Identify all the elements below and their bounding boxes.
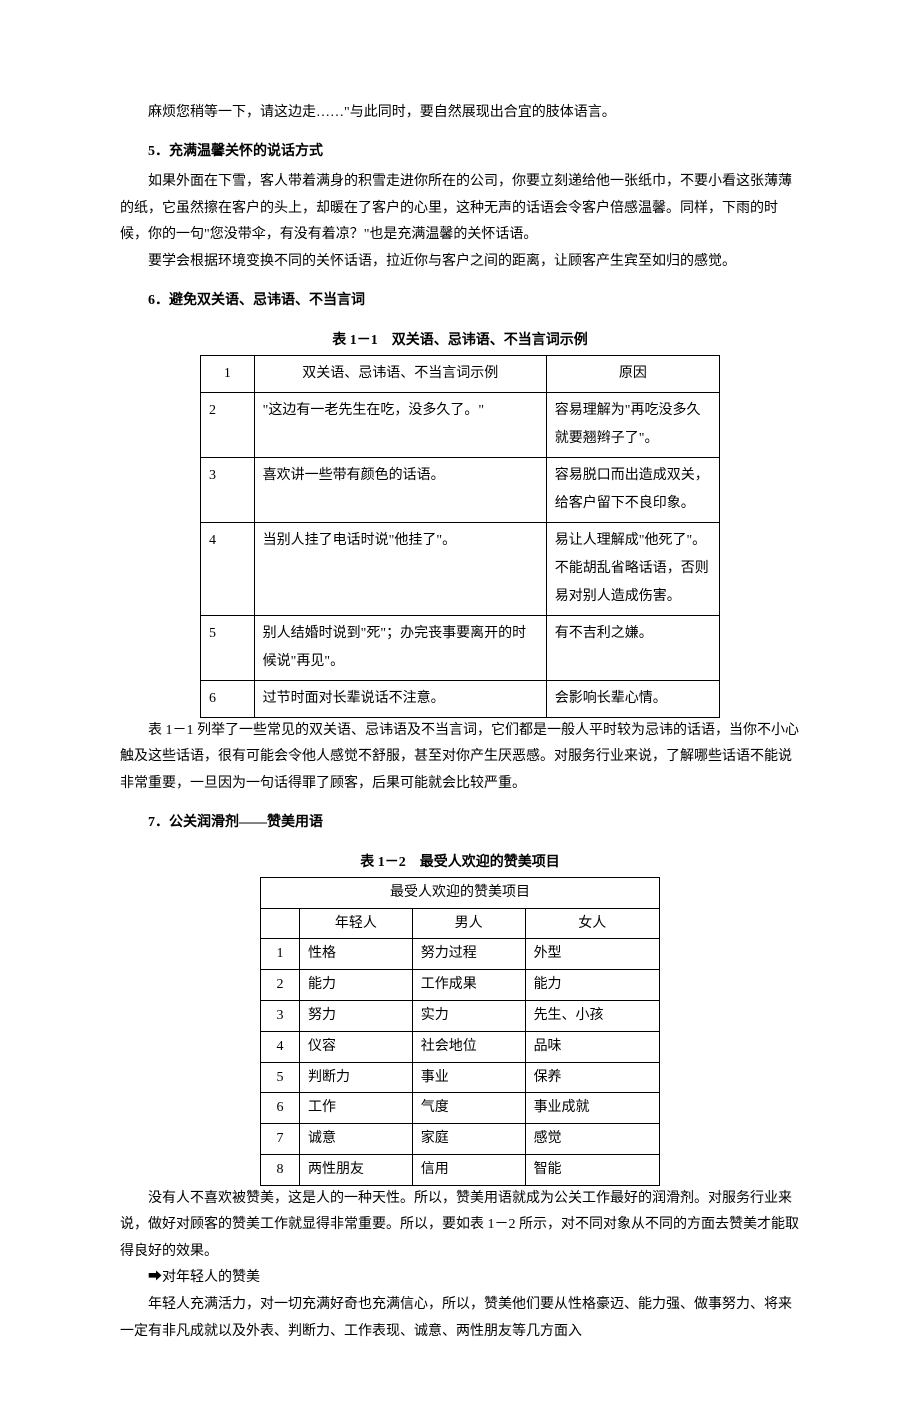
table-row: 7 诚意 家庭 感觉 [261, 1124, 660, 1155]
table-row: 5 判断力 事业 保养 [261, 1062, 660, 1093]
table-row: 2 能力 工作成果 能力 [261, 970, 660, 1001]
table-cell: 8 [261, 1154, 300, 1185]
table-cell: 原因 [546, 355, 719, 392]
table-2-caption: 表 1－2 最受人欢迎的赞美项目 [120, 850, 800, 877]
table-cell: 事业成就 [525, 1093, 659, 1124]
table-cell: 保养 [525, 1062, 659, 1093]
table-row: 5 别人结婚时说到"死"；办完丧事要离开的时候说"再见"。 有不吉利之嫌。 [201, 615, 720, 680]
table-cell: 努力过程 [412, 939, 525, 970]
table-cell: 别人结婚时说到"死"；办完丧事要离开的时候说"再见"。 [254, 615, 546, 680]
table-1: 1 双关语、忌讳语、不当言词示例 原因 2 "这边有一老先生在吃，没多久了。" … [200, 355, 720, 718]
table-cell: 4 [201, 522, 255, 615]
table-cell: 3 [201, 457, 255, 522]
table-cell: 容易理解为"再吃没多久就要翘辫子了"。 [546, 392, 719, 457]
table-row: 8 两性朋友 信用 智能 [261, 1154, 660, 1185]
table-cell: 男人 [412, 908, 525, 939]
table-cell: "这边有一老先生在吃，没多久了。" [254, 392, 546, 457]
table-cell: 3 [261, 1000, 300, 1031]
table-cell: 判断力 [300, 1062, 413, 1093]
body-paragraph: 表 1－1 列举了一些常见的双关语、忌讳语及不当言词，它们都是一般人平时较为忌讳… [120, 718, 800, 798]
table-cell: 努力 [300, 1000, 413, 1031]
table-cell: 工作成果 [412, 970, 525, 1001]
table-cell [261, 908, 300, 939]
table-title-cell: 最受人欢迎的赞美项目 [261, 877, 660, 908]
table-2: 最受人欢迎的赞美项目 年轻人 男人 女人 1 性格 努力过程 外型 2 能力 工… [260, 877, 660, 1186]
table-cell: 2 [261, 970, 300, 1001]
table-cell: 实力 [412, 1000, 525, 1031]
section-heading-6: 6．避免双关语、忌讳语、不当言词 [120, 288, 800, 315]
table-cell: 1 [201, 355, 255, 392]
table-cell: 有不吉利之嫌。 [546, 615, 719, 680]
table-cell: 先生、小孩 [525, 1000, 659, 1031]
table-cell: 6 [261, 1093, 300, 1124]
table-cell: 两性朋友 [300, 1154, 413, 1185]
table-row: 1 双关语、忌讳语、不当言词示例 原因 [201, 355, 720, 392]
table-cell: 6 [201, 680, 255, 717]
body-paragraph: 没有人不喜欢被赞美，这是人的一种天性。所以，赞美用语就成为公关工作最好的润滑剂。… [120, 1186, 800, 1266]
table-row: 4 仪容 社会地位 品味 [261, 1031, 660, 1062]
section-heading-5: 5．充满温馨关怀的说话方式 [120, 139, 800, 166]
table-cell: 信用 [412, 1154, 525, 1185]
table-cell: 智能 [525, 1154, 659, 1185]
table-cell: 社会地位 [412, 1031, 525, 1062]
table-cell: 过节时面对长辈说话不注意。 [254, 680, 546, 717]
table-cell: 诚意 [300, 1124, 413, 1155]
table-cell: 5 [201, 615, 255, 680]
table-row: 最受人欢迎的赞美项目 [261, 877, 660, 908]
table-cell: 5 [261, 1062, 300, 1093]
body-paragraph: 麻烦您稍等一下，请这边走……"与此同时，要自然展现出合宜的肢体语言。 [120, 100, 800, 127]
table-cell: 容易脱口而出造成双关，给客户留下不良印象。 [546, 457, 719, 522]
table-cell: 性格 [300, 939, 413, 970]
table-1-caption: 表 1－1 双关语、忌讳语、不当言词示例 [120, 328, 800, 355]
body-paragraph: 要学会根据环境变换不同的关怀话语，拉近你与客户之间的距离，让顾客产生宾至如归的感… [120, 249, 800, 276]
section-heading-7: 7．公关润滑剂——赞美用语 [120, 810, 800, 837]
table-cell: 7 [261, 1124, 300, 1155]
table-cell: 双关语、忌讳语、不当言词示例 [254, 355, 546, 392]
table-cell: 易让人理解成"他死了"。不能胡乱省略话语，否则易对别人造成伤害。 [546, 522, 719, 615]
table-cell: 喜欢讲一些带有颜色的话语。 [254, 457, 546, 522]
table-cell: 感觉 [525, 1124, 659, 1155]
table-row: 3 喜欢讲一些带有颜色的话语。 容易脱口而出造成双关，给客户留下不良印象。 [201, 457, 720, 522]
table-cell: 气度 [412, 1093, 525, 1124]
table-cell: 能力 [300, 970, 413, 1001]
table-row: 4 当别人挂了电话时说"他挂了"。 易让人理解成"他死了"。不能胡乱省略话语，否… [201, 522, 720, 615]
table-cell: 外型 [525, 939, 659, 970]
table-row: 2 "这边有一老先生在吃，没多久了。" 容易理解为"再吃没多久就要翘辫子了"。 [201, 392, 720, 457]
table-cell: 2 [201, 392, 255, 457]
table-cell: 当别人挂了电话时说"他挂了"。 [254, 522, 546, 615]
sub-heading: ➡对年轻人的赞美 [120, 1265, 800, 1292]
table-cell: 4 [261, 1031, 300, 1062]
table-cell: 家庭 [412, 1124, 525, 1155]
body-paragraph: 年轻人充满活力，对一切充满好奇也充满信心，所以，赞美他们要从性格豪迈、能力强、做… [120, 1292, 800, 1345]
table-cell: 事业 [412, 1062, 525, 1093]
table-row: 3 努力 实力 先生、小孩 [261, 1000, 660, 1031]
table-cell: 仪容 [300, 1031, 413, 1062]
table-cell: 品味 [525, 1031, 659, 1062]
body-paragraph: 如果外面在下雪，客人带着满身的积雪走进你所在的公司，你要立刻递给他一张纸巾，不要… [120, 169, 800, 249]
table-row: 6 过节时面对长辈说话不注意。 会影响长辈心情。 [201, 680, 720, 717]
table-row: 年轻人 男人 女人 [261, 908, 660, 939]
table-cell: 能力 [525, 970, 659, 1001]
table-cell: 工作 [300, 1093, 413, 1124]
table-cell: 女人 [525, 908, 659, 939]
table-cell: 1 [261, 939, 300, 970]
table-row: 1 性格 努力过程 外型 [261, 939, 660, 970]
table-cell: 会影响长辈心情。 [546, 680, 719, 717]
table-cell: 年轻人 [300, 908, 413, 939]
table-row: 6 工作 气度 事业成就 [261, 1093, 660, 1124]
